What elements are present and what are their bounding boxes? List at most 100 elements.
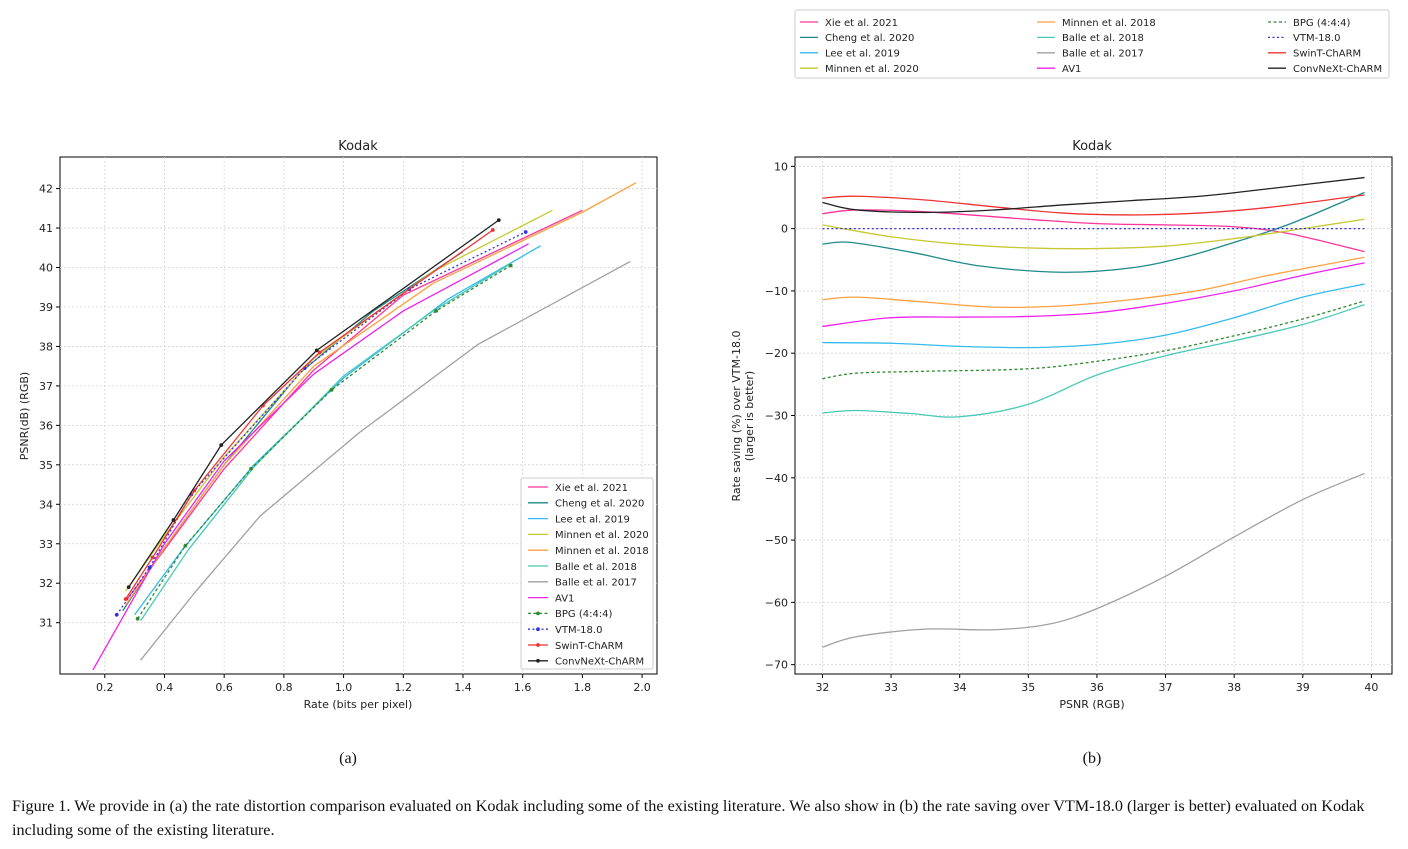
legend-item-balle-et-al-2018: Balle et al. 2018 xyxy=(528,562,637,573)
data-point-convnext-charm xyxy=(126,585,131,590)
series-line-lee-et-al-2019 xyxy=(822,283,1365,349)
legend-item-balle-et-al-2017: Balle et al. 2017 xyxy=(528,578,637,589)
legend-label: SwinT-ChARM xyxy=(555,641,623,652)
y-axis-label-b: Rate saving (%) over VTM-18.0 (larger is… xyxy=(730,331,756,502)
x-tick-label: 1.8 xyxy=(574,681,592,694)
legend-marker xyxy=(536,658,540,663)
y-tick-label: 40 xyxy=(39,262,53,275)
panel-a-chart: 0.2 0.4 0.6 0.8 1.0 1.2 1.4 1.6 1.8 2.0 31 32 33 34 35… xyxy=(18,139,658,711)
x-tick-label: 35 xyxy=(1021,681,1035,694)
panel-label-b: (b) xyxy=(1083,750,1102,767)
top-legend-item-av1: AV1 xyxy=(1037,64,1081,75)
series-line-swint-charm xyxy=(125,229,494,600)
data-point-vtm-18-0 xyxy=(114,612,119,617)
legend-item-swint-charm: SwinT-ChARM xyxy=(528,641,623,652)
series-line-cheng-et-al-2020 xyxy=(822,191,1365,273)
x-tick-label: 33 xyxy=(884,681,898,694)
panel-b-chart: 32 33 34 35 36 37 38 39 40 10 0 −10 −20 −30 −40 −50 −60 −… xyxy=(730,139,1393,711)
legend-label: BPG (4:4:4) xyxy=(1293,18,1351,29)
y-tick-label: 10 xyxy=(774,160,788,173)
x-tick-label: 1.2 xyxy=(395,681,413,694)
x-tick-label: 32 xyxy=(815,681,829,694)
series-line-bpg-4-4-4 xyxy=(822,300,1365,380)
series-line-xie-et-al-2021 xyxy=(822,209,1365,253)
x-tick-label: 37 xyxy=(1159,681,1173,694)
y-tick-label: 41 xyxy=(39,222,53,235)
legend-label: Balle et al. 2017 xyxy=(1062,49,1144,60)
y-tick-label: −10 xyxy=(765,285,788,298)
series-line-minnen-et-al-2020 xyxy=(822,218,1365,250)
top-legend: Xie et al. 2021 Cheng et al. 2020 Lee et a… xyxy=(794,9,1390,79)
x-tick-label: 0.2 xyxy=(96,681,114,694)
data-point-convnext-charm xyxy=(171,518,176,522)
figure-caption: Figure 1. We provide in (a) the rate dis… xyxy=(12,797,1365,839)
legend-label: Cheng et al. 2020 xyxy=(825,33,914,44)
legend-item-minnen-et-al-2020: Minnen et al. 2020 xyxy=(528,530,649,541)
top-legend-item-minnen-et-al-2020: Minnen et al. 2020 xyxy=(800,64,919,75)
y-tick-label: 39 xyxy=(39,301,53,314)
legend-label: Minnen et al. 2018 xyxy=(555,546,649,557)
y-axis-label-a: PSNR(dB) (RGB) xyxy=(18,372,31,460)
legend-label: Xie et al. 2021 xyxy=(555,483,628,494)
y-tick-label: −30 xyxy=(765,410,788,423)
series-line-balle-et-al-2018 xyxy=(822,304,1365,418)
y-tick-label: −50 xyxy=(765,534,788,547)
x-axis-label-a: Rate (bits per pixel) xyxy=(304,698,413,711)
legend-item-xie-et-al-2021: Xie et al. 2021 xyxy=(528,483,628,494)
legend-item-vtm-18-0: VTM-18.0 xyxy=(528,625,602,636)
legend-item-av1: AV1 xyxy=(528,593,574,604)
series-line-swint-charm xyxy=(822,194,1365,216)
legend-label: SwinT-ChARM xyxy=(1293,49,1361,60)
data-point-bpg-4-4-4 xyxy=(183,543,188,548)
legend-label: Minnen et al. 2020 xyxy=(555,530,649,541)
y-tick-label: −70 xyxy=(765,659,788,672)
data-point-bpg-4-4-4 xyxy=(508,263,513,268)
chart-title-b: Kodak xyxy=(1072,139,1112,154)
legend-label: VTM-18.0 xyxy=(555,625,602,636)
legend-marker xyxy=(536,643,540,647)
data-point-swint-charm xyxy=(490,228,495,232)
y-tick-label: −20 xyxy=(765,347,788,360)
series-line-convnext-charm xyxy=(822,176,1365,214)
legend-label: ConvNeXt-ChARM xyxy=(1293,64,1382,75)
data-point-swint-charm xyxy=(150,555,155,560)
legend-item-cheng-et-al-2020: Cheng et al. 2020 xyxy=(528,499,644,510)
legend-marker xyxy=(536,611,540,616)
legend-item-bpg-4-4-4: BPG (4:4:4) xyxy=(528,609,613,620)
y-tick-label: 34 xyxy=(39,498,53,511)
x-tick-label: 36 xyxy=(1090,681,1104,694)
data-point-swint-charm xyxy=(123,597,128,601)
y-tick-label: 33 xyxy=(39,538,53,551)
top-legend-item-balle-et-al-2017: Balle et al. 2017 xyxy=(1037,49,1144,60)
y-tick-label: 35 xyxy=(39,459,53,472)
x-tick-label: 2.0 xyxy=(633,681,651,694)
x-tick-label: 39 xyxy=(1296,681,1310,694)
legend-marker xyxy=(536,627,540,632)
x-tick-label: 0.6 xyxy=(215,681,233,694)
data-point-bpg-4-4-4 xyxy=(434,309,439,313)
x-axis-label-b: PSNR (RGB) xyxy=(1059,698,1124,711)
legend-label: Xie et al. 2021 xyxy=(825,18,898,29)
data-point-convnext-charm xyxy=(219,443,224,447)
x-tick-label: 0.4 xyxy=(156,681,174,694)
y-tick-label: 32 xyxy=(39,577,53,590)
panel-label-a: (a) xyxy=(339,750,357,767)
y-tick-label: 42 xyxy=(39,183,53,196)
legend-item-lee-et-al-2019: Lee et al. 2019 xyxy=(528,514,630,525)
series-line-bpg-4-4-4 xyxy=(137,264,512,620)
legend-a: Xie et al. 2021 Cheng et al. 2020 Lee et a… xyxy=(520,477,654,670)
top-legend-item-xie-et-al-2021: Xie et al. 2021 xyxy=(800,18,898,29)
legend-label: AV1 xyxy=(1062,64,1081,75)
legend-label: BPG (4:4:4) xyxy=(555,609,613,620)
legend-label: Balle et al. 2017 xyxy=(555,578,637,589)
data-point-vtm-18-0 xyxy=(523,230,528,234)
legend-label: AV1 xyxy=(555,593,574,604)
top-legend-item-convnext-charm: ConvNeXt-ChARM xyxy=(1268,64,1382,75)
series-line-av1 xyxy=(822,262,1365,328)
y-tick-label: 37 xyxy=(39,380,53,393)
y-axis-label-b-line-2: (larger is better) xyxy=(743,371,756,461)
data-point-vtm-18-0 xyxy=(147,565,152,570)
series-line-minnen-et-al-2018 xyxy=(822,256,1365,309)
legend-label: Lee et al. 2019 xyxy=(555,514,630,525)
legend-item-convnext-charm: ConvNeXt-ChARM xyxy=(528,657,644,668)
